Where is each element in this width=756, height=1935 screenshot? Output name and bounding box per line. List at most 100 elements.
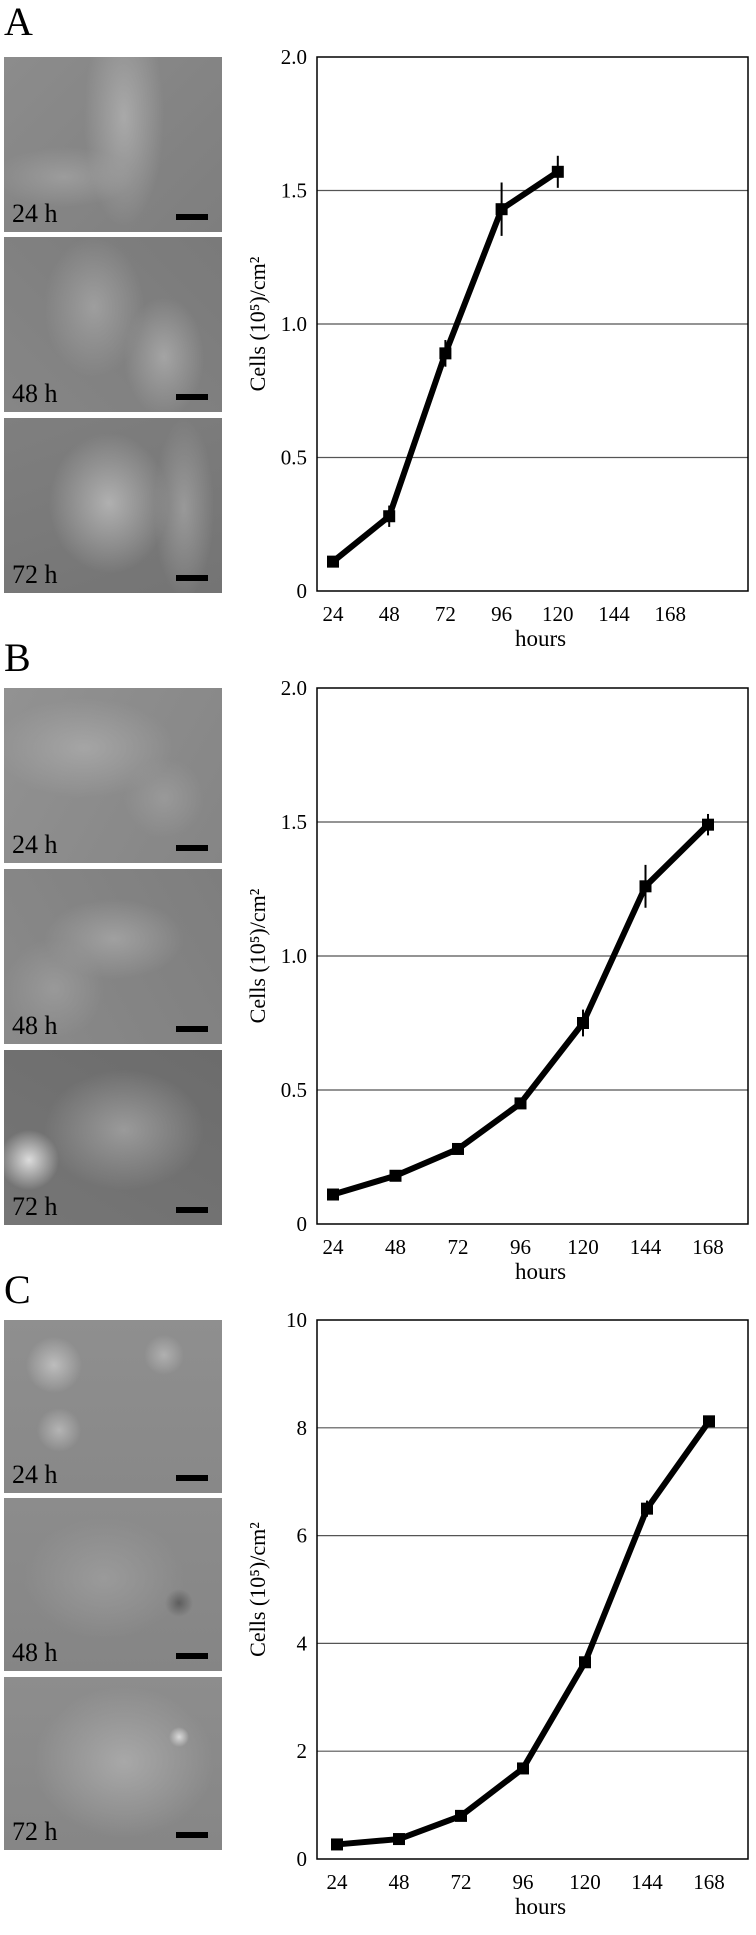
data-point [641,1502,653,1515]
x-tick-label: 72 [435,602,456,626]
y-tick-label: 0.5 [281,446,307,470]
y-tick-label: 4 [297,1631,308,1655]
panel-letter-b: B [4,635,31,680]
micrograph-c-24h: 24 h [4,1320,222,1493]
scale-bar [176,1026,208,1032]
x-tick-label: 48 [385,1235,406,1259]
data-point [455,1809,467,1822]
micrograph-a-72h: 72 h [4,418,222,593]
x-tick-label: 120 [567,1235,599,1259]
y-tick-label: 0 [297,1212,308,1236]
micrograph-texture [4,418,222,593]
time-label: 48 h [12,379,58,408]
x-tick-label: 96 [513,1870,534,1894]
data-point [327,1188,339,1201]
plot-frame [316,1319,749,1860]
x-tick-label: 48 [389,1870,410,1894]
scale-bar [176,575,208,581]
scale-bar [176,1653,208,1659]
x-tick-label: 24 [327,1870,349,1894]
x-tick-label: 24 [323,1235,345,1259]
x-tick-label: 144 [598,602,630,626]
x-axis-label: hours [515,626,566,651]
x-tick-label: 168 [692,1235,724,1259]
x-axis-label: hours [515,1259,566,1284]
micrograph-texture [4,237,222,412]
growth-chart-b: 0 0.5 1.0 1.5 2.0 24 48 72 96 120 144 168 hours Cells… [245,676,749,1284]
x-tick-label: 144 [631,1870,663,1894]
micrograph-texture [4,1320,222,1493]
data-point [393,1833,405,1846]
data-point [452,1142,464,1155]
x-tick-label: 96 [510,1235,531,1259]
data-point [517,1762,529,1775]
micrograph-a-48h: 48 h [4,237,222,412]
micrograph-texture [4,869,222,1044]
series-line [334,1418,712,1848]
y-tick-label: 1.0 [281,944,307,968]
data-point [579,1656,591,1669]
scale-bar [176,1832,208,1838]
y-axis-label: Cells (10⁵)/cm² [245,256,270,391]
x-tick-label: 96 [491,602,512,626]
micrograph-b-48h: 48 h [4,869,222,1044]
micrograph-texture [4,1677,222,1850]
data-point [389,1169,402,1182]
growth-chart-a: 0 0.5 1.0 1.5 2.0 24 48 72 96 120 144 168 hours Cells… [245,45,749,651]
data-point [514,1097,527,1110]
data-point [439,347,452,360]
y-axis-label: Cells (10⁵)/cm² [245,1522,270,1657]
x-tick-label: 168 [693,1870,725,1894]
series-line [330,821,711,1198]
plot-frame [316,687,749,1225]
time-label: 72 h [12,1192,58,1221]
x-tick-label: 48 [379,602,400,626]
x-tick-label: 24 [323,602,345,626]
data-point [702,818,714,831]
time-label: 24 h [12,1460,58,1489]
y-tick-label: 1.5 [281,179,307,203]
x-tick-label: 120 [569,1870,601,1894]
data-point [383,510,396,523]
scale-bar [176,1475,208,1481]
x-axis-label: hours [515,1894,566,1919]
micrograph-b-72h: 72 h [4,1050,222,1225]
x-tick-label: 120 [542,602,574,626]
data-point [639,880,652,893]
x-tick-label: 144 [630,1235,662,1259]
panel-letter-c: C [4,1267,31,1312]
time-label: 48 h [12,1011,58,1040]
data-point [331,1838,343,1851]
micrograph-a-24h: 24 h [4,57,222,232]
plot-frame [316,56,749,592]
y-tick-label: 10 [286,1308,307,1332]
y-tick-label: 2.0 [281,45,307,69]
y-tick-label: 2 [297,1739,308,1763]
x-tick-label: 168 [654,602,686,626]
y-tick-label: 0 [297,579,308,603]
micrograph-texture [4,57,222,232]
time-label: 48 h [12,1638,58,1667]
micrograph-b-24h: 24 h [4,688,222,863]
data-point [327,555,339,568]
panel-letter-a: A [4,0,33,44]
data-point [703,1415,715,1428]
time-label: 24 h [12,830,58,859]
y-tick-label: 1.5 [281,810,307,834]
scale-bar [176,394,208,400]
time-label: 72 h [12,560,58,589]
y-axis-label: Cells (10⁵)/cm² [245,888,270,1023]
x-tick-label: 72 [448,1235,469,1259]
y-tick-label: 2.0 [281,676,307,700]
time-label: 24 h [12,199,58,228]
micrograph-texture [4,1050,222,1225]
data-point [551,165,564,178]
y-tick-label: 1.0 [281,312,307,336]
data-point [577,1017,589,1029]
micrograph-c-48h: 48 h [4,1498,222,1671]
micrograph-texture [4,1498,222,1671]
y-tick-label: 8 [297,1416,308,1440]
y-tick-label: 0.5 [281,1078,307,1102]
